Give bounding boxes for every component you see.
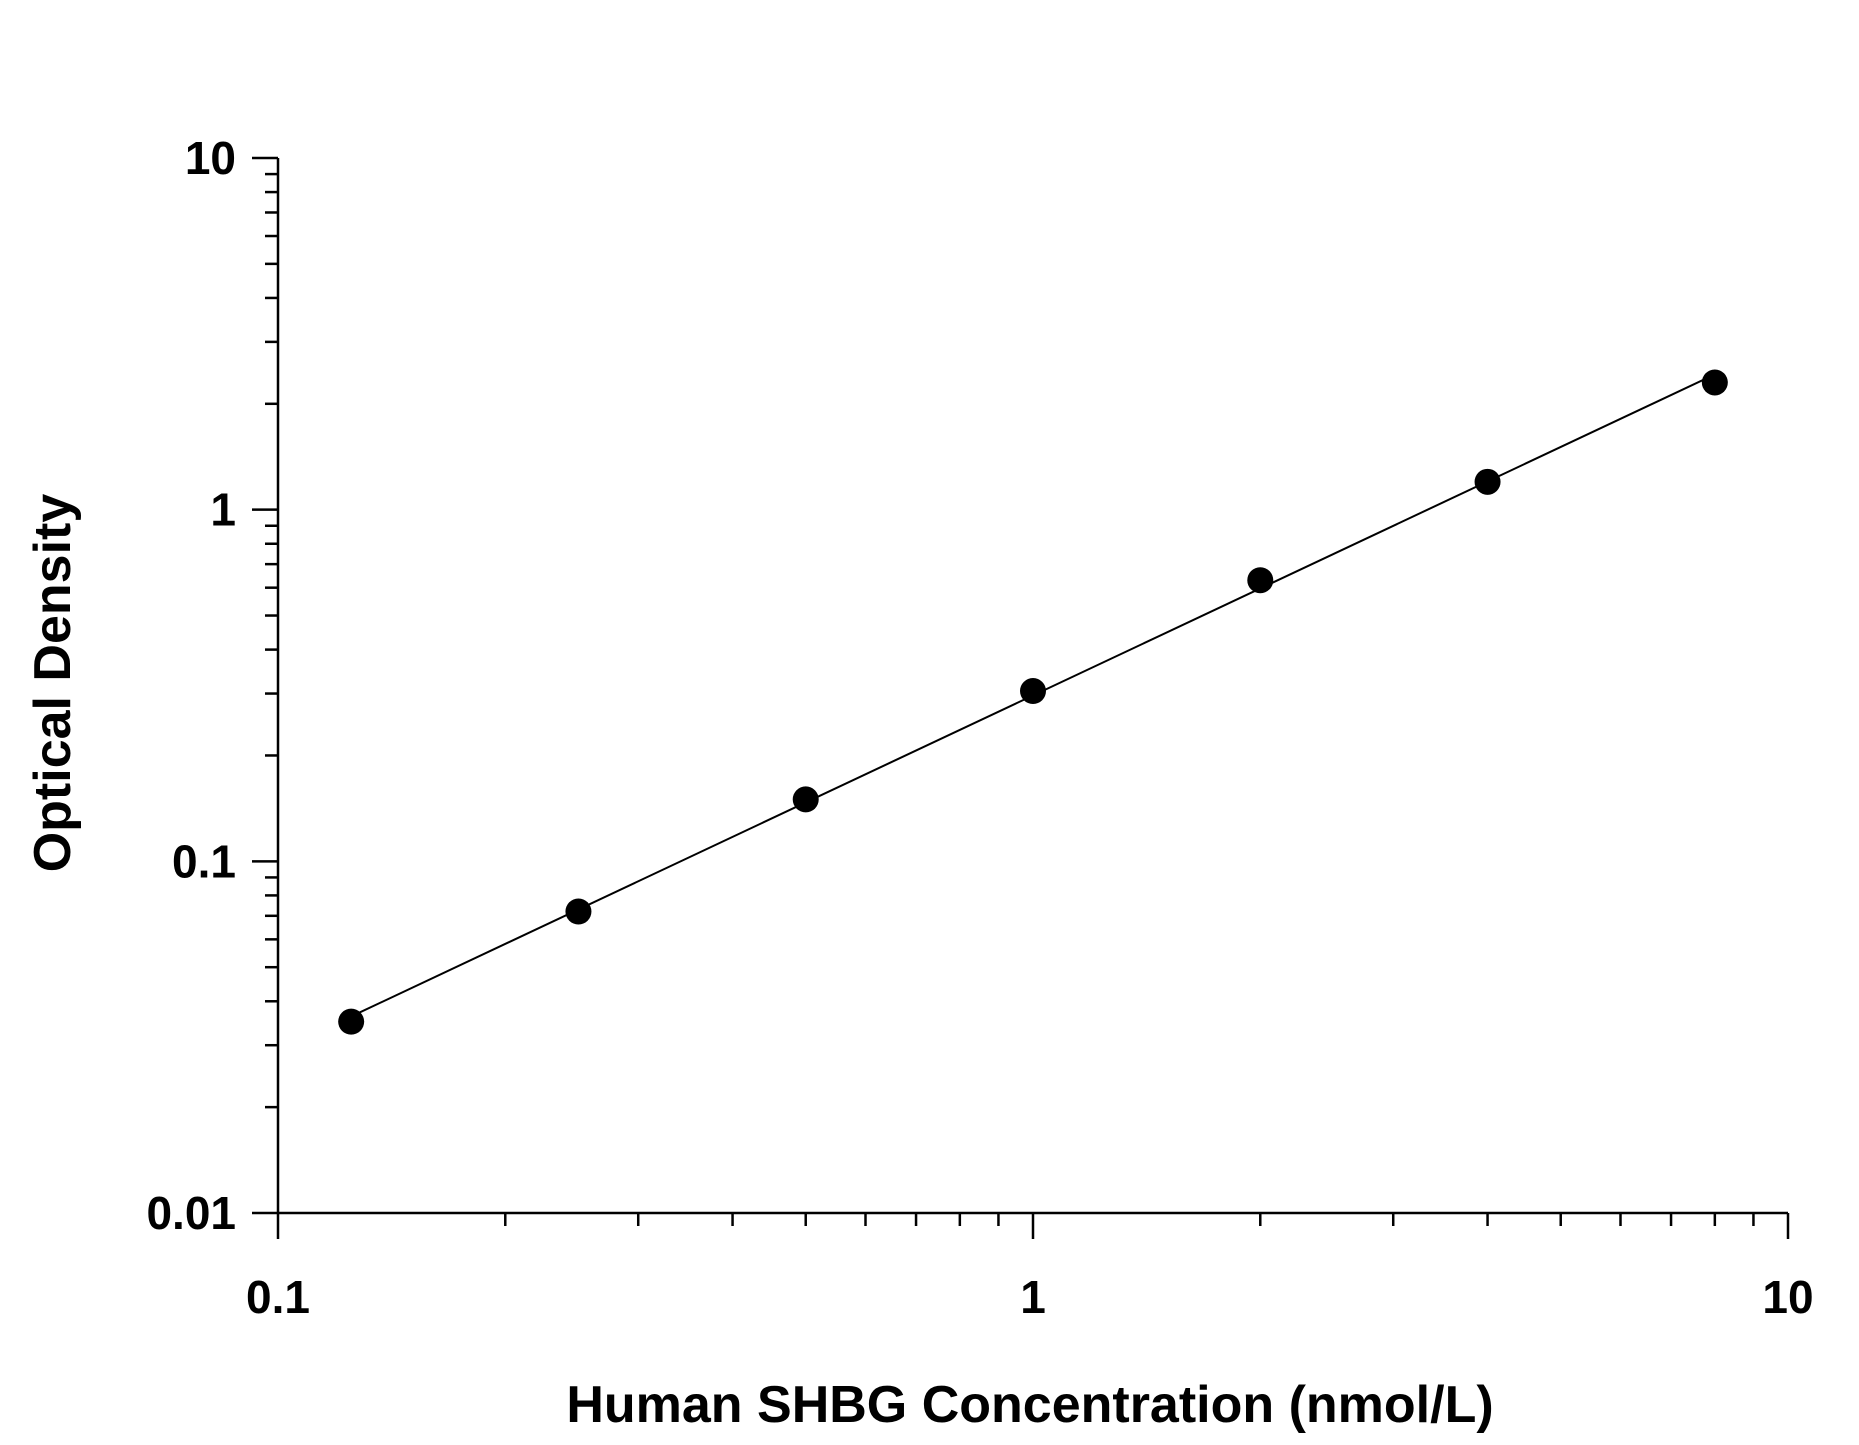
y-tick-label: 0.1 bbox=[172, 835, 236, 887]
y-tick-label: 1 bbox=[210, 484, 236, 536]
y-axis-title: Optical Density bbox=[24, 494, 82, 873]
data-point bbox=[1701, 369, 1728, 396]
x-tick-label: 0.1 bbox=[246, 1271, 310, 1323]
tick-marks bbox=[252, 156, 1790, 1239]
data-points bbox=[338, 369, 1728, 1035]
data-point bbox=[792, 786, 819, 813]
data-point bbox=[1474, 468, 1501, 495]
y-tick-label: 10 bbox=[185, 132, 236, 184]
x-axis-title: Human SHBG Concentration (nmol/L) bbox=[566, 1376, 1493, 1434]
data-point bbox=[1020, 678, 1046, 705]
y-tick-label: 0.01 bbox=[146, 1187, 236, 1239]
data-point bbox=[338, 1008, 365, 1035]
data-point bbox=[565, 898, 592, 925]
x-tick-label: 10 bbox=[1762, 1271, 1813, 1323]
x-tick-label: 1 bbox=[1020, 1271, 1046, 1323]
data-point bbox=[1247, 567, 1274, 594]
